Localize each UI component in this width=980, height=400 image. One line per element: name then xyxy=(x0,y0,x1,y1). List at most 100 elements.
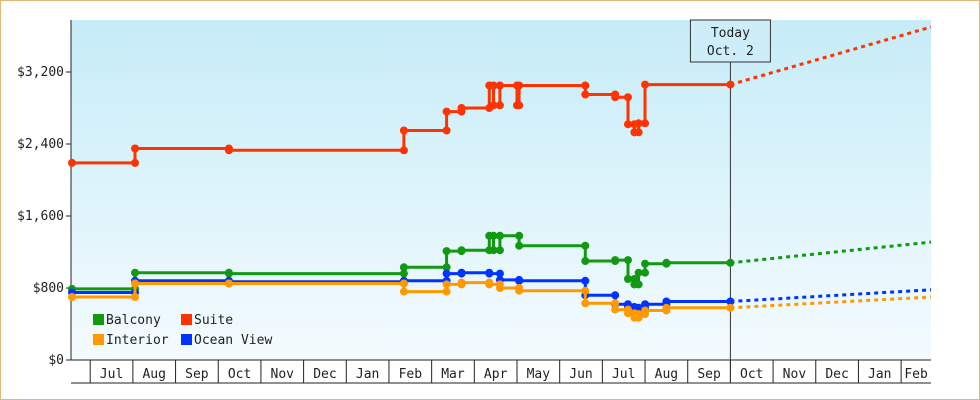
legend-swatch-balcony xyxy=(93,314,104,325)
data-point-balcony xyxy=(634,280,643,289)
x-tick-label: Apr xyxy=(484,367,508,382)
data-point-balcony xyxy=(662,258,671,267)
x-tick-label: Feb xyxy=(904,367,928,382)
data-point-balcony xyxy=(611,256,620,265)
data-point-suite xyxy=(495,81,504,90)
y-tick-label: $3,200 xyxy=(17,65,64,80)
legend-label-balcony: Balcony xyxy=(106,313,161,328)
data-point-balcony xyxy=(726,258,735,267)
data-point-suite xyxy=(399,126,408,135)
data-point-interior xyxy=(485,280,494,289)
data-point-interior xyxy=(581,286,590,295)
data-point-interior xyxy=(726,303,735,312)
data-point-balcony xyxy=(495,246,504,255)
data-point-ocean-view xyxy=(662,297,671,306)
data-point-balcony xyxy=(131,268,140,277)
data-point-balcony xyxy=(581,257,590,265)
data-point-suite xyxy=(442,126,451,135)
data-point-interior xyxy=(611,305,620,314)
data-point-suite xyxy=(611,93,620,102)
data-point-suite xyxy=(457,104,466,112)
data-point-suite xyxy=(581,90,590,99)
data-point-balcony xyxy=(489,231,498,240)
data-point-interior xyxy=(495,284,504,292)
data-point-suite xyxy=(399,146,408,155)
data-point-balcony xyxy=(442,263,451,272)
data-point-balcony xyxy=(641,259,650,268)
data-point-interior xyxy=(399,287,408,296)
data-point-interior xyxy=(641,306,650,315)
data-point-balcony xyxy=(581,241,590,250)
series-group xyxy=(68,25,932,322)
data-point-suite xyxy=(495,101,504,110)
x-tick-label: Sep xyxy=(185,367,209,382)
data-point-ocean-view xyxy=(726,297,735,306)
data-point-suite xyxy=(224,146,233,155)
data-point-balcony xyxy=(399,269,408,278)
legend: Balcony Suite Interior Ocean View xyxy=(93,313,272,348)
data-point-balcony xyxy=(623,275,632,283)
data-point-suite xyxy=(515,81,524,90)
legend-swatch-interior xyxy=(93,334,104,345)
data-point-interior xyxy=(131,293,140,301)
data-point-suite xyxy=(623,93,632,102)
x-tick-label: Dec xyxy=(313,367,336,382)
data-point-suite xyxy=(131,158,140,167)
plot-background xyxy=(71,20,931,360)
x-tick-label: Feb xyxy=(399,367,423,382)
x-tick-label: Oct xyxy=(740,367,763,382)
data-point-ocean-view xyxy=(457,268,466,277)
legend-label-interior: Interior xyxy=(106,333,169,348)
data-point-balcony xyxy=(442,247,451,256)
data-point-ocean-view xyxy=(485,269,494,278)
series-projection-interior xyxy=(730,295,932,310)
data-point-interior xyxy=(399,279,408,288)
series-projection-suite xyxy=(729,25,932,87)
series-projection-ocean-view xyxy=(730,288,932,303)
data-point-interior xyxy=(442,287,451,296)
x-tick-label: Dec xyxy=(825,367,848,382)
data-point-suite xyxy=(131,144,140,153)
data-point-interior xyxy=(68,293,76,301)
data-point-ocean-view xyxy=(515,276,524,285)
data-point-interior xyxy=(611,299,620,308)
x-tick-label: Jul xyxy=(100,367,123,382)
legend-swatch-ocean-view xyxy=(181,334,192,345)
data-point-interior xyxy=(662,303,671,312)
data-point-ocean-view xyxy=(495,269,504,278)
data-point-interior xyxy=(224,279,233,288)
data-point-balcony xyxy=(489,246,498,255)
data-point-balcony xyxy=(515,231,524,240)
data-point-ocean-view xyxy=(611,291,620,300)
today-marker: Today Oct. 2 xyxy=(689,19,771,383)
x-tick-label: Sep xyxy=(697,367,721,382)
x-tick-label: Jul xyxy=(612,367,635,382)
y-tick-label: $0 xyxy=(48,353,64,368)
data-point-interior xyxy=(634,310,643,319)
axes: $0 $800 $1,600 $2,400 $3,200 Jul Aug Sep Oct Nov D… xyxy=(17,20,931,384)
y-tick-label: $2,400 xyxy=(17,137,64,152)
data-point-suite xyxy=(489,101,498,110)
data-point-balcony xyxy=(399,263,408,272)
x-tick-label: May xyxy=(527,367,551,382)
series-projection-balcony xyxy=(730,240,932,265)
y-tick-label: $800 xyxy=(33,281,64,296)
data-point-balcony xyxy=(623,256,632,265)
data-point-ocean-view xyxy=(641,300,650,309)
data-point-balcony xyxy=(641,268,650,277)
series-line-suite xyxy=(71,83,731,165)
today-date: Oct. 2 xyxy=(707,44,754,59)
data-point-interior xyxy=(457,278,466,287)
today-label: Today xyxy=(711,26,750,41)
x-tick-label: Jan xyxy=(868,367,891,382)
today-box xyxy=(689,19,771,63)
data-point-suite xyxy=(634,119,643,128)
legend-label-suite: Suite xyxy=(194,313,233,328)
data-point-interior xyxy=(623,309,632,318)
x-tick-label: Nov xyxy=(271,367,295,382)
data-point-ocean-view xyxy=(634,303,643,312)
data-point-interior xyxy=(442,280,451,289)
data-point-ocean-view xyxy=(581,276,590,285)
y-tick-label: $1,600 xyxy=(17,209,64,224)
